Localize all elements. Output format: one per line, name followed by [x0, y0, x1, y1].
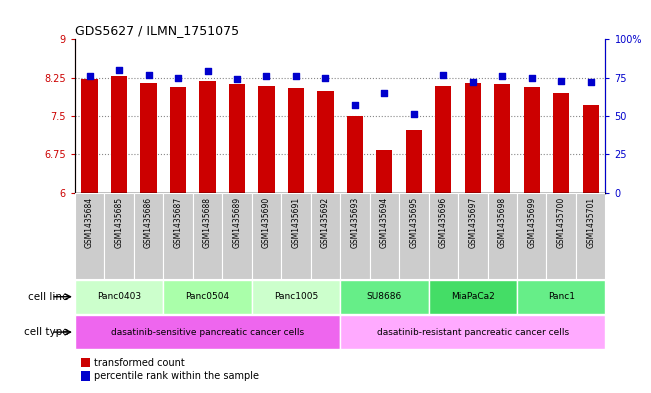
Point [232, 76, 242, 82]
FancyBboxPatch shape [458, 193, 488, 279]
FancyBboxPatch shape [428, 193, 458, 279]
FancyBboxPatch shape [340, 280, 428, 314]
FancyBboxPatch shape [576, 193, 605, 279]
Text: GSM1435701: GSM1435701 [586, 197, 595, 248]
FancyBboxPatch shape [428, 280, 517, 314]
Bar [81, 79, 98, 193]
Text: GSM1435691: GSM1435691 [292, 197, 300, 248]
Bar [436, 86, 451, 193]
FancyBboxPatch shape [311, 193, 340, 279]
Bar [406, 130, 422, 193]
FancyBboxPatch shape [75, 315, 340, 349]
Text: cell type: cell type [23, 327, 68, 337]
FancyBboxPatch shape [163, 280, 252, 314]
Bar [288, 88, 304, 193]
FancyBboxPatch shape [104, 193, 134, 279]
FancyBboxPatch shape [370, 193, 399, 279]
Text: Panc1005: Panc1005 [274, 292, 318, 301]
Text: GSM1435700: GSM1435700 [557, 197, 566, 248]
FancyBboxPatch shape [517, 193, 546, 279]
Point [497, 73, 508, 79]
Text: GSM1435686: GSM1435686 [144, 197, 153, 248]
Point [202, 68, 213, 75]
Bar [258, 86, 275, 193]
FancyBboxPatch shape [252, 193, 281, 279]
FancyBboxPatch shape [252, 280, 340, 314]
Text: GSM1435693: GSM1435693 [350, 197, 359, 248]
Point [409, 111, 419, 118]
FancyBboxPatch shape [222, 193, 252, 279]
FancyBboxPatch shape [399, 193, 428, 279]
Bar [583, 105, 599, 193]
Point [291, 73, 301, 79]
Point [143, 72, 154, 78]
Bar [141, 83, 157, 193]
Bar [229, 84, 245, 193]
Point [585, 79, 596, 85]
Text: GDS5627 / ILMN_1751075: GDS5627 / ILMN_1751075 [75, 24, 239, 37]
Text: percentile rank within the sample: percentile rank within the sample [94, 371, 259, 382]
FancyBboxPatch shape [340, 193, 370, 279]
Point [467, 79, 478, 85]
Point [85, 73, 95, 79]
FancyBboxPatch shape [488, 193, 517, 279]
Text: GSM1435696: GSM1435696 [439, 197, 448, 248]
Text: dasatinib-sensitive pancreatic cancer cells: dasatinib-sensitive pancreatic cancer ce… [111, 328, 304, 336]
Text: SU8686: SU8686 [367, 292, 402, 301]
Text: Panc0403: Panc0403 [97, 292, 141, 301]
Text: GSM1435699: GSM1435699 [527, 197, 536, 248]
FancyBboxPatch shape [193, 193, 222, 279]
FancyBboxPatch shape [340, 315, 605, 349]
FancyBboxPatch shape [134, 193, 163, 279]
Text: GSM1435687: GSM1435687 [174, 197, 182, 248]
Text: GSM1435692: GSM1435692 [321, 197, 330, 248]
Text: GSM1435695: GSM1435695 [409, 197, 419, 248]
FancyBboxPatch shape [75, 193, 104, 279]
Text: GSM1435685: GSM1435685 [115, 197, 124, 248]
Text: GSM1435698: GSM1435698 [498, 197, 506, 248]
Bar [494, 84, 510, 193]
Point [320, 75, 331, 81]
FancyBboxPatch shape [517, 280, 605, 314]
Bar [199, 81, 215, 193]
FancyBboxPatch shape [281, 193, 311, 279]
Text: Panc1: Panc1 [547, 292, 575, 301]
Point [527, 75, 537, 81]
Bar [317, 91, 333, 193]
Text: GSM1435694: GSM1435694 [380, 197, 389, 248]
Point [438, 72, 449, 78]
Point [556, 77, 566, 84]
Point [379, 90, 389, 96]
FancyBboxPatch shape [546, 193, 576, 279]
Bar [347, 116, 363, 193]
Bar [553, 94, 570, 193]
Point [173, 75, 183, 81]
Bar [523, 87, 540, 193]
Point [261, 73, 271, 79]
Bar [170, 87, 186, 193]
Text: GSM1435688: GSM1435688 [203, 197, 212, 248]
Text: dasatinib-resistant pancreatic cancer cells: dasatinib-resistant pancreatic cancer ce… [377, 328, 569, 336]
Text: MiaPaCa2: MiaPaCa2 [451, 292, 495, 301]
Text: Panc0504: Panc0504 [186, 292, 230, 301]
FancyBboxPatch shape [75, 280, 163, 314]
Text: GSM1435697: GSM1435697 [468, 197, 477, 248]
Text: GSM1435689: GSM1435689 [232, 197, 242, 248]
Bar [376, 150, 393, 193]
Point [114, 67, 124, 73]
Bar [465, 83, 481, 193]
Bar [111, 76, 127, 193]
Point [350, 102, 360, 108]
Text: GSM1435684: GSM1435684 [85, 197, 94, 248]
Text: transformed count: transformed count [94, 358, 185, 368]
FancyBboxPatch shape [163, 193, 193, 279]
Text: GSM1435690: GSM1435690 [262, 197, 271, 248]
Text: cell line: cell line [28, 292, 68, 302]
